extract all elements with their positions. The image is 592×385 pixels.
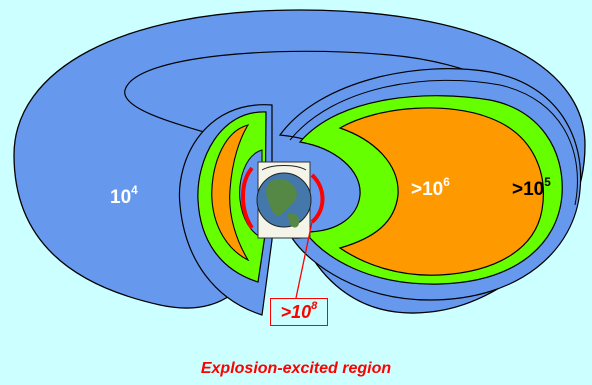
inner-belt-flux-prefix: > (280, 302, 292, 322)
belt-edge-flux-exponent: 5 (544, 175, 551, 189)
left-orange-zone (211, 124, 250, 262)
right-orange-zone (338, 107, 544, 276)
inner-belt-flux-base: 10 (291, 302, 312, 322)
outer-belt-flux-exponent: 6 (443, 175, 450, 189)
inner-red-belt-left (241, 166, 254, 230)
belt-edge-flux-base: 10 (523, 179, 545, 200)
inner-belt-pointer (295, 221, 313, 299)
inner-belt-flux-label: >108 (270, 298, 328, 326)
right-zone-contour (289, 79, 578, 206)
diagram-caption: Explosion-excited region (200, 360, 392, 377)
outer-zone-flux-base: 10 (110, 187, 132, 208)
outer-zone-flux-exponent: 4 (131, 183, 138, 197)
inner-belt-flux-exponent: 8 (311, 300, 318, 313)
outer-belt-flux-prefix: > (411, 179, 423, 200)
left-green-zone (197, 111, 267, 283)
outer-belt-flux-label: >106 (411, 175, 450, 201)
belt-edge-flux-label: >105 (512, 175, 551, 201)
inner-red-belt-right (310, 173, 325, 224)
belt-edge-flux-prefix: > (512, 179, 524, 200)
outer-zone-flux-label: 104 (110, 183, 138, 209)
outer-belt-flux-base: 10 (422, 179, 444, 200)
earth-globe-icon (256, 161, 312, 239)
